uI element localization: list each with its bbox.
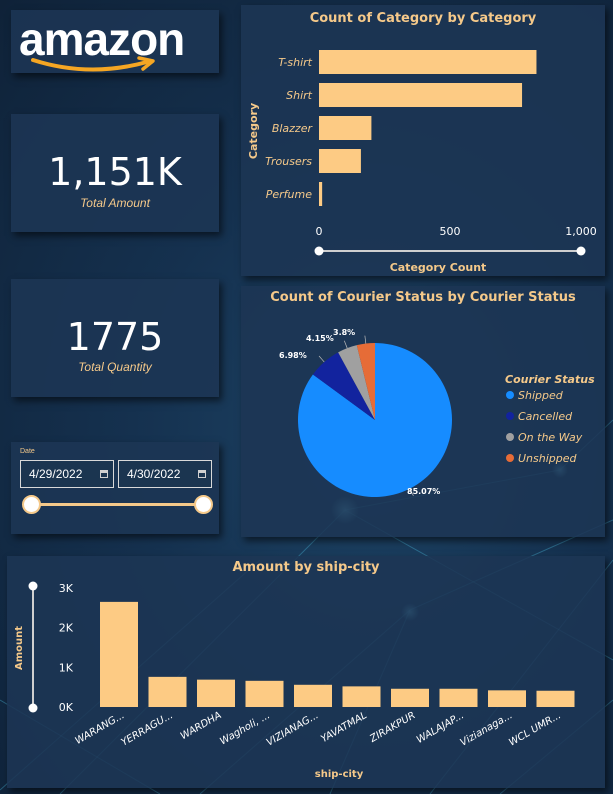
legend-entry[interactable]: Shipped	[518, 389, 564, 402]
amazon-logo-card: amazon	[11, 10, 219, 73]
city-bar[interactable]	[100, 601, 138, 707]
city-bar[interactable]	[439, 688, 478, 707]
date-range-end-handle[interactable]	[194, 495, 213, 514]
legend-marker	[506, 454, 514, 462]
courier-chart-title: Count of Courier Status by Courier Statu…	[270, 290, 576, 305]
city-bar[interactable]	[536, 690, 575, 707]
category-tick-label: Trousers	[265, 155, 312, 168]
total-amount-label: Total Amount	[80, 196, 150, 210]
date-slicer-label: Date	[20, 448, 35, 455]
start-date-value: 4/29/2022	[29, 467, 83, 481]
courier-status-card: Count of Courier Status by Courier Statu…	[241, 286, 605, 537]
amazon-smile-arrow-icon	[31, 56, 155, 72]
category-bar[interactable]	[319, 50, 537, 74]
pie-data-label: 4.15%	[306, 334, 334, 343]
city-x-tick-label: WARDHA	[179, 710, 224, 742]
legend-entry[interactable]: Cancelled	[518, 410, 573, 423]
city-bar[interactable]	[148, 676, 187, 707]
pie-data-label: 6.98%	[279, 351, 307, 360]
courier-legend-title: Courier Status	[505, 373, 595, 386]
category-bar[interactable]	[319, 149, 361, 173]
total-quantity-label: Total Quantity	[78, 360, 152, 374]
category-bar[interactable]	[319, 83, 523, 107]
city-bar[interactable]	[391, 688, 429, 707]
pie-leader-line	[409, 488, 414, 496]
category-zoom-start-handle[interactable]	[314, 246, 324, 256]
category-tick-label: T-shirt	[278, 56, 312, 69]
city-x-tick-label: Wagholi, ...	[218, 710, 272, 747]
pie-leader-line	[344, 340, 348, 349]
city-x-tick-label: WARANG...	[74, 710, 127, 747]
amazon-logo: amazon	[19, 13, 185, 65]
legend-entry[interactable]: On the Way	[518, 431, 583, 444]
category-x-tick-label: 1,000	[565, 225, 597, 238]
city-chart-card: Amount by ship-city Amount ship-city 0K 1…	[7, 556, 605, 788]
city-x-axis-title: ship-city	[315, 769, 364, 780]
city-y-axis-title: Amount	[14, 626, 25, 670]
total-amount-card: 1,151K Total Amount	[11, 114, 219, 232]
city-y-tick-label: 2K	[59, 622, 74, 635]
total-quantity-card: 1775 Total Quantity	[11, 279, 219, 397]
category-chart-title: Count of Category by Category	[309, 11, 537, 26]
pie-slice[interactable]	[312, 352, 375, 420]
pie-leader-line	[364, 335, 367, 344]
category-chart-card: Count of Category by Category Category C…	[241, 5, 605, 276]
city-y-tick-label: 3K	[59, 582, 74, 595]
category-tick-label: Perfume	[266, 188, 312, 201]
pie-leader-line	[318, 355, 325, 363]
city-chart-title: Amount by ship-city	[232, 560, 380, 575]
city-zoom-start-handle[interactable]	[28, 581, 38, 591]
pie-data-label: 3.8%	[333, 328, 355, 337]
category-y-axis-title: Category	[247, 103, 260, 159]
category-bar-chart: Category Category Count T-shirt Shirt Blaz…	[247, 50, 597, 274]
category-tick-label: Shirt	[286, 89, 313, 102]
city-x-tick-label: VIZIANAG...	[265, 710, 321, 749]
city-x-tick-label: ZIRAKPUR	[367, 710, 417, 745]
legend-entry[interactable]: Unshipped	[518, 452, 578, 465]
calendar-icon[interactable]	[198, 470, 206, 478]
end-date-value: 4/30/2022	[127, 467, 181, 481]
category-tick-label: Blazzer	[272, 122, 314, 135]
pie-data-label: 85.07%	[407, 487, 440, 496]
city-bar[interactable]	[488, 690, 526, 707]
city-x-tick-label: YERRAGU...	[119, 710, 175, 748]
total-amount-value: 1,151K	[48, 150, 182, 194]
date-range-start-handle[interactable]	[22, 495, 41, 514]
courier-pie-chart: Courier Status 85.07% 6.98% 4.15%3.8% Shipp…	[279, 328, 595, 497]
category-bar[interactable]	[319, 182, 323, 206]
category-x-tick-label: 500	[440, 225, 461, 238]
end-date-input[interactable]: 4/30/2022	[118, 460, 212, 488]
city-zoom-end-handle[interactable]	[28, 703, 38, 713]
pie-slice[interactable]	[356, 343, 375, 420]
pie-slice[interactable]	[338, 345, 375, 420]
category-x-tick-label: 0	[316, 225, 323, 238]
city-x-tick-label: Vizianaga...	[459, 710, 515, 749]
city-bar[interactable]	[197, 679, 235, 707]
total-quantity-value: 1775	[66, 315, 164, 359]
city-y-tick-label: 1K	[59, 661, 74, 674]
legend-marker	[506, 391, 514, 399]
category-x-axis-title: Category Count	[390, 261, 487, 274]
city-x-tick-label: WCL UMR...	[507, 710, 563, 749]
start-date-input[interactable]: 4/29/2022	[20, 460, 114, 488]
legend-marker	[506, 412, 514, 420]
date-range-track[interactable]	[31, 503, 203, 506]
legend-marker	[506, 433, 514, 441]
city-y-tick-label: 0K	[59, 701, 74, 714]
city-bar[interactable]	[342, 686, 381, 707]
date-slicer: Date 4/29/2022 4/30/2022	[11, 442, 219, 534]
category-bar[interactable]	[319, 116, 372, 140]
calendar-icon[interactable]	[100, 470, 108, 478]
city-bar[interactable]	[245, 680, 284, 707]
category-zoom-end-handle[interactable]	[576, 246, 586, 256]
city-bar-chart: Amount ship-city 0K 1K 2K 3K WARANG...YERRAG…	[14, 581, 575, 780]
city-bar[interactable]	[294, 684, 332, 707]
city-x-tick-label: YAVATMAL	[319, 710, 369, 745]
